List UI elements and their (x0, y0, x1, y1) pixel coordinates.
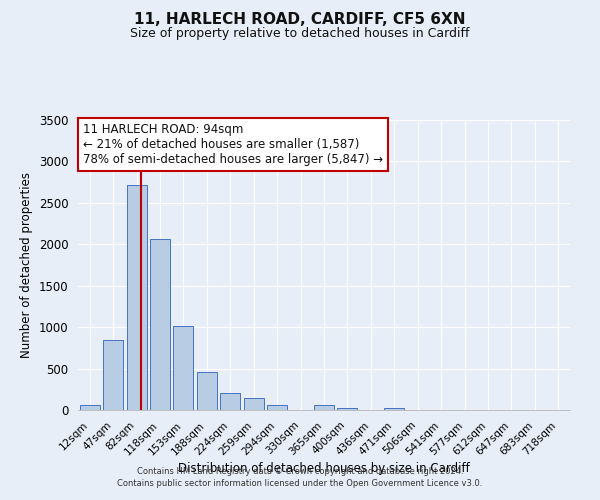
Bar (127, 186, 146, 410)
X-axis label: Distribution of detached houses by size in Cardiff: Distribution of detached houses by size … (178, 462, 470, 475)
Y-axis label: Number of detached properties: Number of detached properties (20, 172, 33, 358)
Bar (385, 408, 404, 410)
Text: 11 HARLECH ROAD: 94sqm
← 21% of detached houses are smaller (1,587)
78% of semi-: 11 HARLECH ROAD: 94sqm ← 21% of detached… (83, 123, 383, 166)
Text: Contains HM Land Registry data © Crown copyright and database right 2024.
Contai: Contains HM Land Registry data © Crown c… (118, 466, 482, 487)
Bar (103, 340, 123, 410)
Bar (267, 405, 287, 410)
Text: Size of property relative to detached houses in Cardiff: Size of property relative to detached ho… (130, 28, 470, 40)
Bar (337, 408, 358, 410)
Bar (197, 372, 217, 410)
Bar (173, 326, 193, 410)
Bar (80, 406, 100, 410)
Bar (314, 406, 334, 410)
Bar (150, 240, 170, 410)
Text: 11, HARLECH ROAD, CARDIFF, CF5 6XN: 11, HARLECH ROAD, CARDIFF, CF5 6XN (134, 12, 466, 28)
Bar (220, 392, 240, 410)
Bar (244, 398, 263, 410)
